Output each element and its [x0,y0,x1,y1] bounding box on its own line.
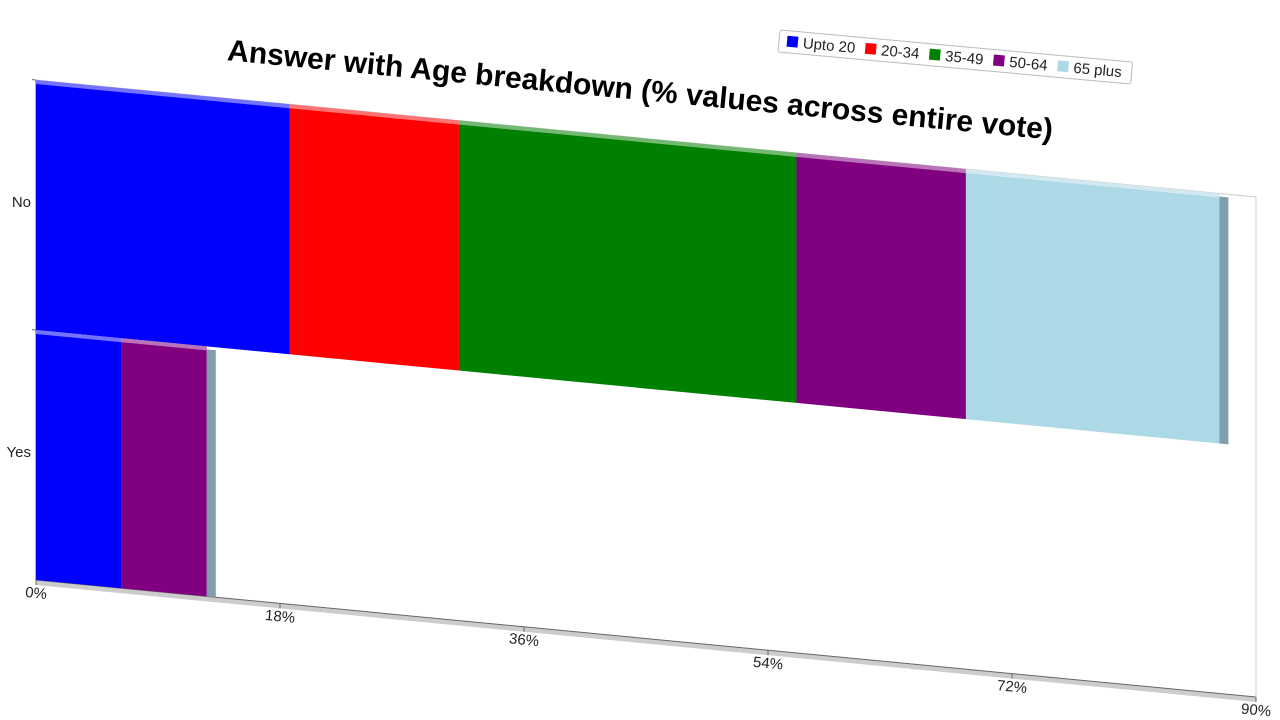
x-tick-label: 18% [264,607,296,627]
bar-segment [458,120,797,403]
bar-top [36,330,207,351]
legend-swatch [992,54,1005,67]
legend-label: 35-49 [944,48,984,68]
legend-label: 20-34 [880,42,920,62]
bar-segment [965,169,1220,444]
bar-segment [289,104,459,371]
x-tick-label: 54% [752,654,784,674]
bar-segment [121,338,207,597]
y-tick-label: Yes [7,444,31,461]
bar-segment [36,330,122,589]
legend-swatch [864,42,877,55]
legend-swatch [786,35,799,48]
bar-segment [36,80,290,355]
legend: Upto 20 20-34 35-49 50-64 65 plus [777,29,1133,85]
x-tick-label: 90% [1240,701,1272,720]
legend-swatch [1057,60,1070,73]
legend-label: Upto 20 [802,35,856,57]
legend-label: 50-64 [1009,54,1049,74]
x-tick-label: 0% [24,584,47,603]
plot-area [32,79,1257,703]
bar-segment [796,152,966,420]
x-tick-label: 72% [996,677,1028,697]
bar-side [206,349,216,598]
legend-label: 65 plus [1073,60,1123,81]
y-tick-label: No [12,194,31,211]
bar-top [36,80,1220,198]
x-axis [36,579,1256,698]
bar-side [1219,196,1229,445]
x-tick-label: 36% [508,630,540,650]
legend-swatch [928,48,941,61]
axis-floor [36,580,1256,702]
